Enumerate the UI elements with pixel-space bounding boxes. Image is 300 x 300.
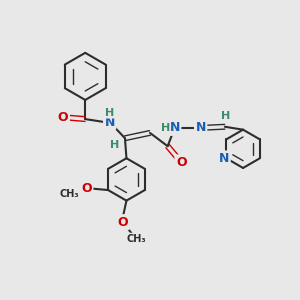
Text: N: N — [169, 122, 180, 134]
Text: CH₃: CH₃ — [126, 234, 146, 244]
Text: N: N — [104, 116, 115, 128]
Text: H: H — [221, 111, 231, 122]
Text: H: H — [110, 140, 119, 150]
Text: N: N — [196, 122, 206, 134]
Text: O: O — [118, 216, 128, 229]
Text: O: O — [58, 111, 68, 124]
Text: H: H — [105, 108, 114, 118]
Text: O: O — [81, 182, 92, 195]
Text: N: N — [219, 152, 229, 165]
Text: CH₃: CH₃ — [59, 189, 79, 199]
Text: O: O — [176, 156, 187, 169]
Text: H: H — [161, 123, 170, 133]
